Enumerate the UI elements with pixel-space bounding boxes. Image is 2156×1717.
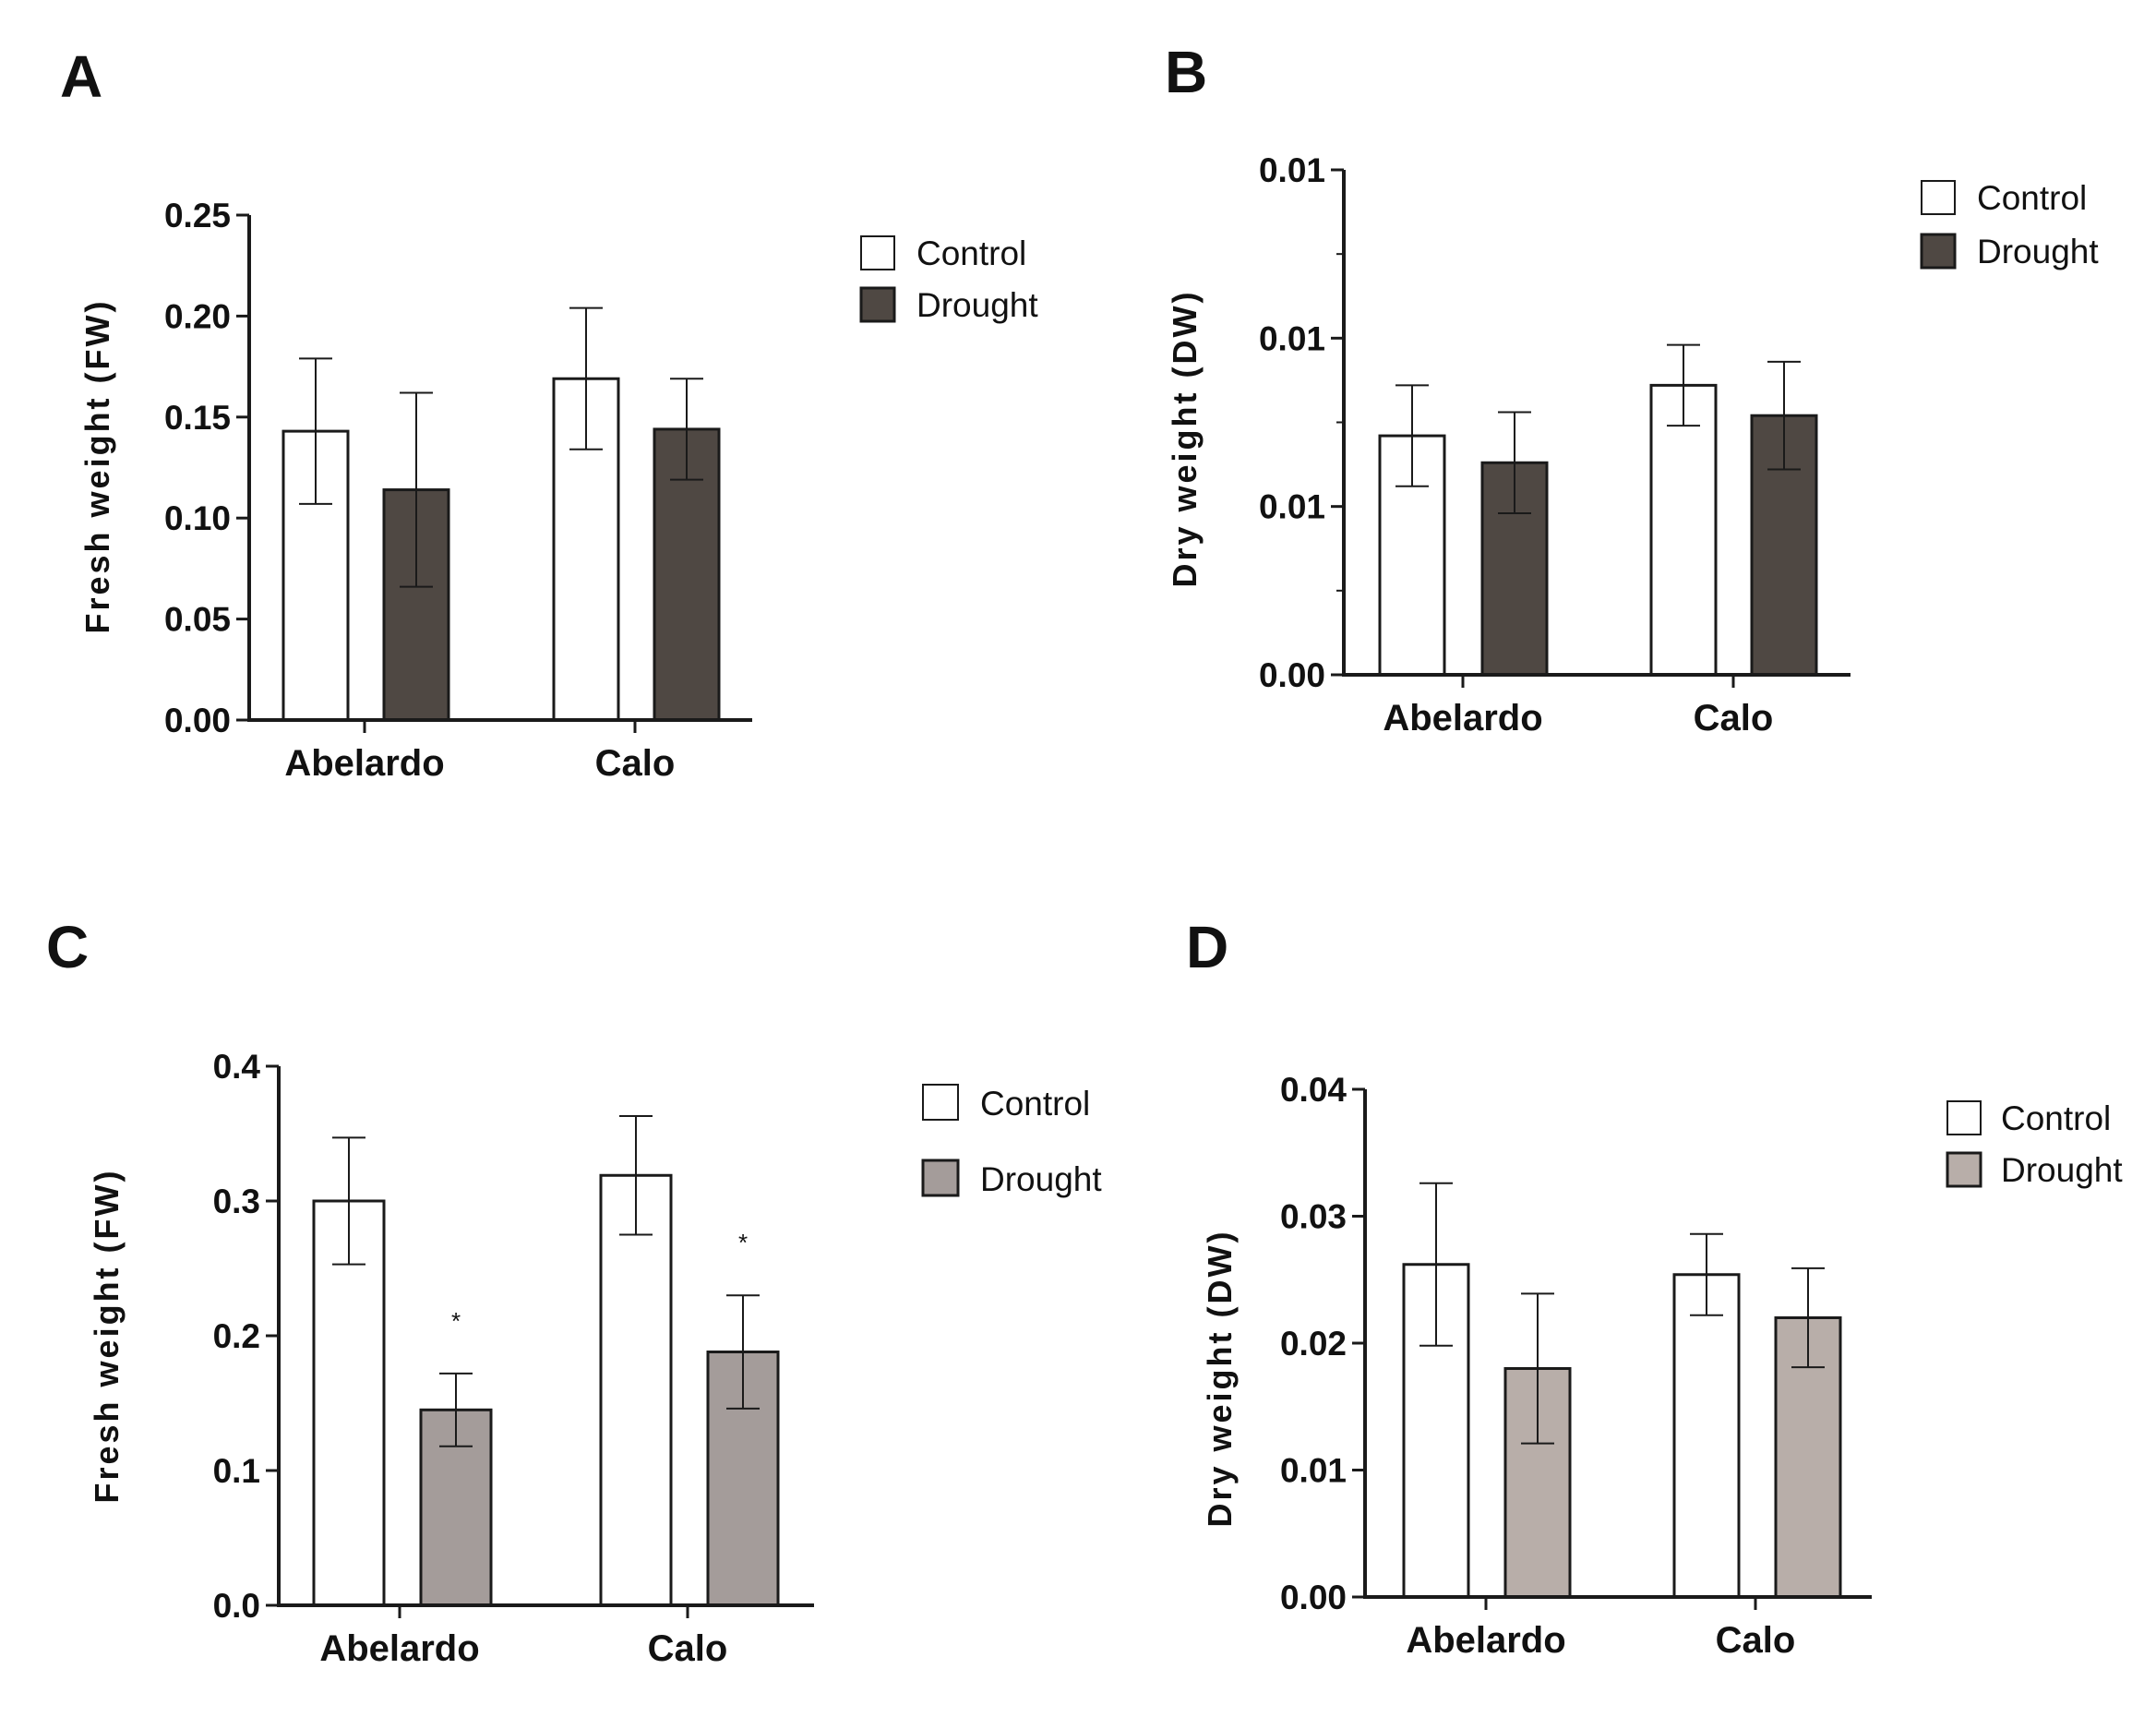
error-bar <box>1419 1182 1453 1347</box>
legend-swatch <box>860 235 895 270</box>
error-bar <box>299 357 332 505</box>
y-tick-label: 0.01 <box>1259 488 1325 526</box>
y-tick-label: 0.00 <box>1280 1579 1347 1616</box>
panel-letter: B <box>1165 39 1207 105</box>
legend-entry: Control <box>1977 179 2087 217</box>
y-axis-title: Dry weight (DW) <box>1201 1230 1239 1528</box>
y-tick-label: 0.02 <box>1280 1325 1347 1363</box>
panel-letter: C <box>46 914 89 980</box>
significance-marker: * <box>451 1307 461 1335</box>
y-tick-label: 0.00 <box>1259 656 1325 694</box>
error-bar <box>1767 360 1801 471</box>
y-tick-label: 0.05 <box>164 601 231 639</box>
y-tick-label: 0.3 <box>213 1183 260 1220</box>
y-tick-label: 0.1 <box>213 1452 260 1490</box>
y-tick-label: 0.01 <box>1259 151 1325 189</box>
y-tick-label: 0.01 <box>1259 319 1325 357</box>
legend-swatch <box>859 286 896 323</box>
bar-control-calo <box>1649 383 1718 677</box>
error-bar <box>1521 1292 1554 1445</box>
error-bar <box>332 1136 365 1266</box>
y-tick-label: 0.4 <box>213 1048 261 1086</box>
panel-letter: D <box>1186 914 1228 980</box>
error-bar <box>1395 384 1429 487</box>
legend: Control Drought <box>1920 179 2099 270</box>
legend-entry: Control <box>916 234 1026 272</box>
x-tick-label: Calo <box>1694 698 1774 738</box>
y-tick-label: 0.10 <box>164 499 231 537</box>
error-bar <box>569 306 603 450</box>
legend-entry: Control <box>980 1085 1090 1123</box>
error-bar <box>1791 1267 1825 1369</box>
error-bar <box>619 1115 653 1236</box>
legend-entry: Drought <box>2001 1151 2123 1189</box>
legend-swatch <box>1946 1100 1982 1135</box>
y-tick-label: 0.25 <box>164 197 231 234</box>
y-axis-title: Dry weight (DW) <box>1166 290 1204 588</box>
error-bar <box>726 1294 760 1410</box>
error-bar <box>1667 343 1700 427</box>
y-tick-label: 0.00 <box>164 702 231 739</box>
y-tick-label: 0.0 <box>213 1587 260 1625</box>
x-tick-label: Calo <box>1716 1620 1796 1661</box>
legend-swatch <box>1920 233 1957 270</box>
legend: Control Drought <box>859 234 1038 324</box>
bar-control-calo <box>1672 1273 1741 1599</box>
error-bar <box>1690 1232 1723 1316</box>
legend: Control Drought <box>1946 1099 2123 1189</box>
y-axis-title: Fresh weight (FW) <box>88 1169 126 1504</box>
y-tick-label: 0.20 <box>164 297 231 335</box>
legend: Control Drought <box>921 1084 1102 1198</box>
y-tick-label: 0.04 <box>1280 1071 1347 1109</box>
x-tick-label: Abelardo <box>1383 698 1542 738</box>
legend-swatch <box>922 1084 959 1121</box>
y-tick-label: 0.2 <box>213 1317 260 1355</box>
panel-a: A Fresh weight (FW) 0.00 0.05 0.10 0.15 0.20 0.… <box>60 43 1038 784</box>
legend-swatch <box>1946 1151 1982 1188</box>
legend-entry: Drought <box>980 1160 1102 1198</box>
error-bar <box>439 1372 473 1447</box>
error-bar <box>1498 411 1531 514</box>
error-bar <box>670 378 703 481</box>
error-bar <box>400 391 433 588</box>
x-tick-label: Calo <box>595 743 676 784</box>
x-tick-label: Calo <box>648 1628 728 1669</box>
x-tick-label: Abelardo <box>319 1628 479 1669</box>
y-tick-label: 0.03 <box>1280 1198 1347 1236</box>
legend-swatch <box>921 1159 960 1197</box>
x-tick-label: Abelardo <box>284 743 444 784</box>
legend-entry: Drought <box>916 286 1038 324</box>
y-tick-label: 0.15 <box>164 399 231 437</box>
legend-entry: Control <box>2001 1099 2111 1137</box>
bar-control-calo <box>599 1173 673 1607</box>
significance-marker: * <box>738 1229 748 1256</box>
legend-swatch <box>1921 180 1956 215</box>
panel-c: C Fresh weight (FW) * * 0.0 0.1 0.2 0.3 0.4 Abela… <box>46 914 1102 1669</box>
panel-b: B Dry weight (DW) 0.00 0.01 0.01 0.01 Abelardo… <box>1165 39 2099 738</box>
panel-d: D Dry weight (DW) 0.00 0.01 0.02 0.03 0.04 Abel… <box>1186 914 2123 1661</box>
y-axis-title: Fresh weight (FW) <box>78 299 116 634</box>
y-tick-label: 0.01 <box>1280 1452 1347 1490</box>
x-tick-label: Abelardo <box>1406 1620 1565 1661</box>
panel-letter: A <box>60 43 102 110</box>
legend-entry: Drought <box>1977 233 2099 270</box>
